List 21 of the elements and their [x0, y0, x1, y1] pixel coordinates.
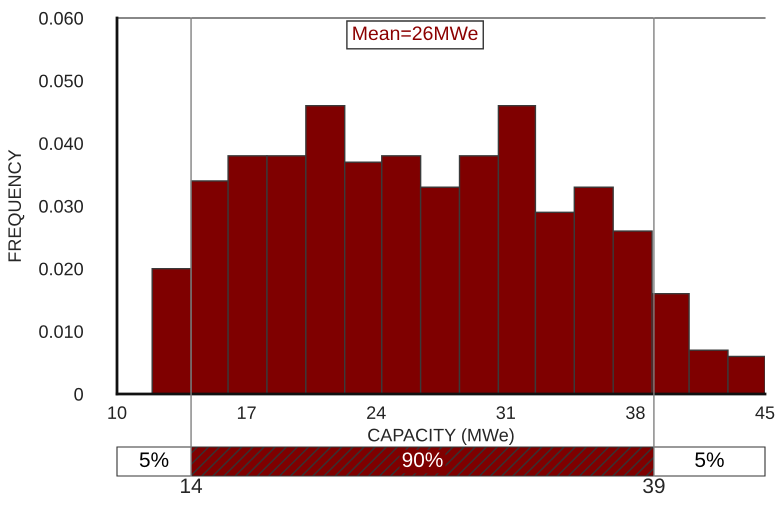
- x-tick-label: 24: [367, 406, 386, 419]
- x-tick-label: 10: [108, 406, 126, 420]
- x-tick-label: 17: [238, 406, 256, 419]
- text: 5%: [695, 452, 724, 468]
- x-tick-label: 38: [626, 406, 645, 420]
- y-tick-label: 0.010: [39, 325, 83, 338]
- annotation: Mean=26MWe: [353, 26, 478, 40]
- ref-line-label: 39: [643, 478, 665, 494]
- y-tick-label: 0.030: [39, 200, 83, 213]
- y-tick-label: 0: [74, 388, 83, 401]
- y-tick-label: 0.020: [39, 262, 83, 276]
- y-tick-label: 0.040: [39, 137, 83, 150]
- y-axis-title: FREQUENCY: [8, 150, 24, 262]
- ref-line-label: 14: [181, 478, 202, 493]
- x-tick-label: 31: [496, 406, 515, 420]
- y-tick-label: 0.050: [39, 74, 83, 88]
- x-tick-label: 45: [755, 406, 774, 420]
- text: 5%: [140, 452, 168, 468]
- y-tick-label: 0.060: [39, 12, 83, 25]
- x-axis-title: CAPACITY (MWe): [368, 428, 514, 446]
- text: 90%: [402, 452, 443, 468]
